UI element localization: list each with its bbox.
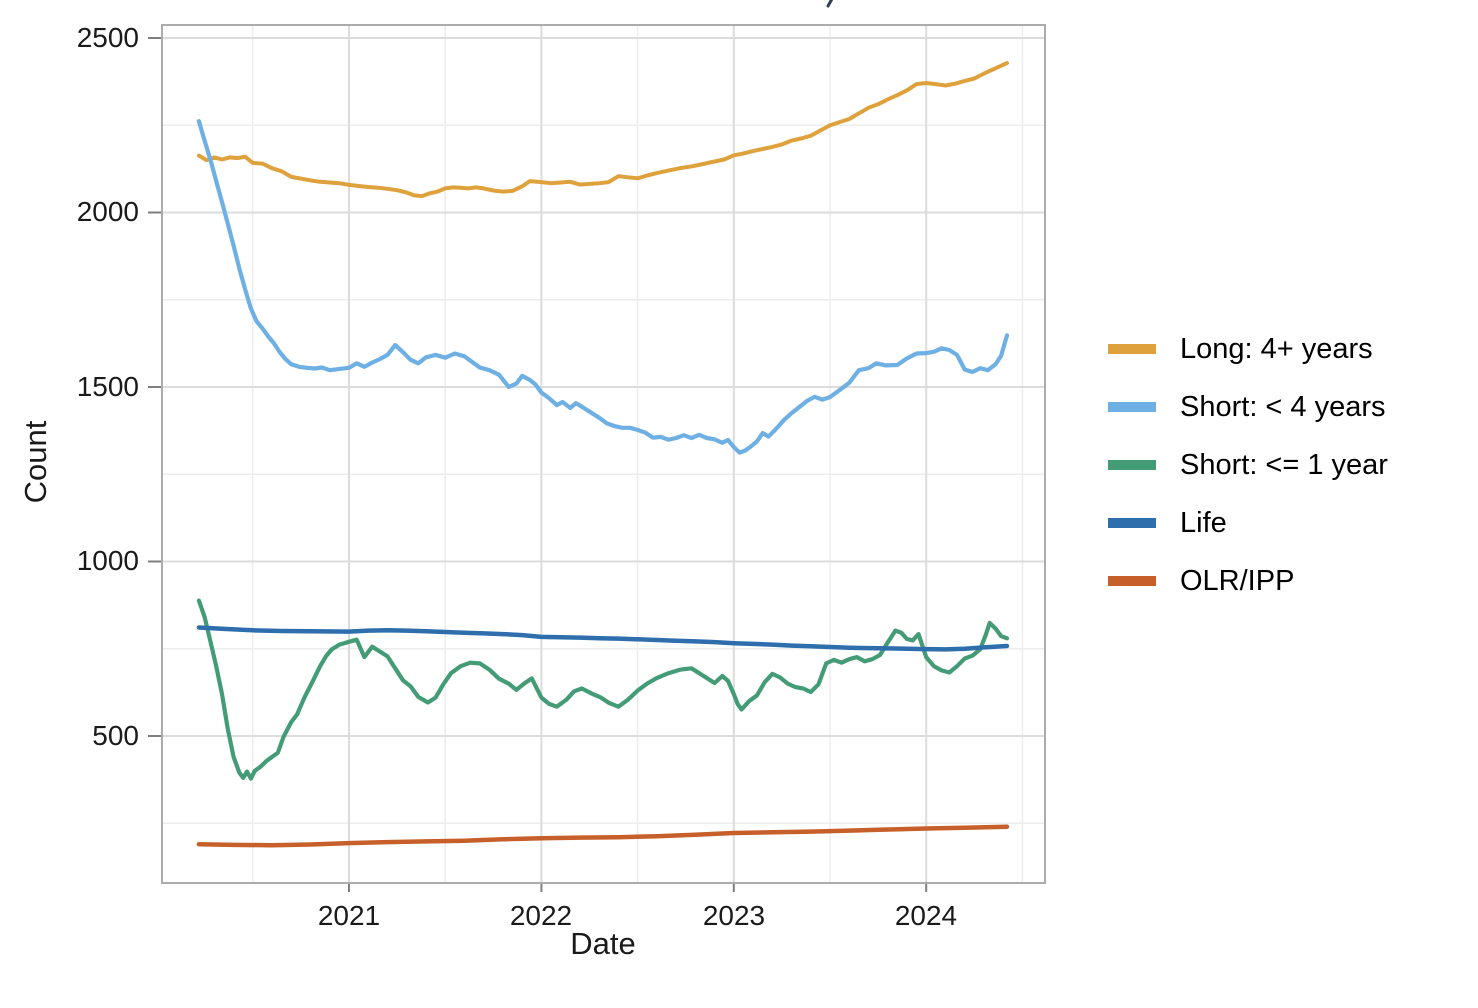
x-tick-label: 2024 bbox=[894, 900, 958, 931]
legend-key-short-under-4-years bbox=[1108, 402, 1156, 412]
legend-item-olr-ipp: OLR/IPP bbox=[1108, 552, 1294, 610]
series-line-life bbox=[196, 625, 1010, 652]
series-line-olr-ipp bbox=[196, 824, 1010, 848]
legend-key-short-1-year-or-less bbox=[1108, 460, 1156, 470]
x-tick-label: 2023 bbox=[702, 900, 766, 931]
series-line-short-under-4-years bbox=[196, 119, 1010, 455]
y-axis-title: Count bbox=[18, 420, 53, 504]
legend-label: Life bbox=[1180, 507, 1227, 539]
legend-key-olr-ipp bbox=[1108, 576, 1156, 586]
legend-item-life: Life bbox=[1108, 494, 1227, 552]
x-tick-label: 2022 bbox=[509, 900, 573, 931]
legend-label: Long: 4+ years bbox=[1180, 333, 1373, 365]
legend-label: Short: <= 1 year bbox=[1180, 449, 1388, 481]
series-lines bbox=[196, 61, 1010, 848]
legend-item-short-under-4-years: Short: < 4 years bbox=[1108, 378, 1386, 436]
minor-gridlines bbox=[162, 25, 1045, 883]
panel-border bbox=[161, 24, 1046, 884]
x-axis-title: Date bbox=[570, 926, 636, 961]
y-tick-label: 2500 bbox=[76, 22, 139, 53]
series-line-short-1-year-or-less bbox=[196, 598, 1010, 781]
legend-label: OLR/IPP bbox=[1180, 565, 1295, 597]
y-tick-label: 1500 bbox=[76, 371, 139, 402]
y-tick-label: 1000 bbox=[76, 545, 139, 576]
legend-key-long-4plus-years bbox=[1108, 344, 1156, 354]
y-tick-label: 2000 bbox=[76, 196, 139, 227]
clipped-title-fragment bbox=[826, 0, 834, 8]
series-line-long-4plus-years bbox=[196, 61, 1009, 199]
axis-tick-marks bbox=[148, 37, 928, 892]
legend-label: Short: < 4 years bbox=[1180, 391, 1386, 423]
legend-item-long-4plus-years: Long: 4+ years bbox=[1108, 320, 1373, 378]
legend-key-life bbox=[1108, 518, 1156, 528]
major-gridlines bbox=[162, 25, 1045, 883]
legend-item-short-1-year-or-less: Short: <= 1 year bbox=[1108, 436, 1388, 494]
x-tick-label: 2021 bbox=[317, 900, 381, 931]
y-tick-label: 500 bbox=[92, 720, 139, 751]
